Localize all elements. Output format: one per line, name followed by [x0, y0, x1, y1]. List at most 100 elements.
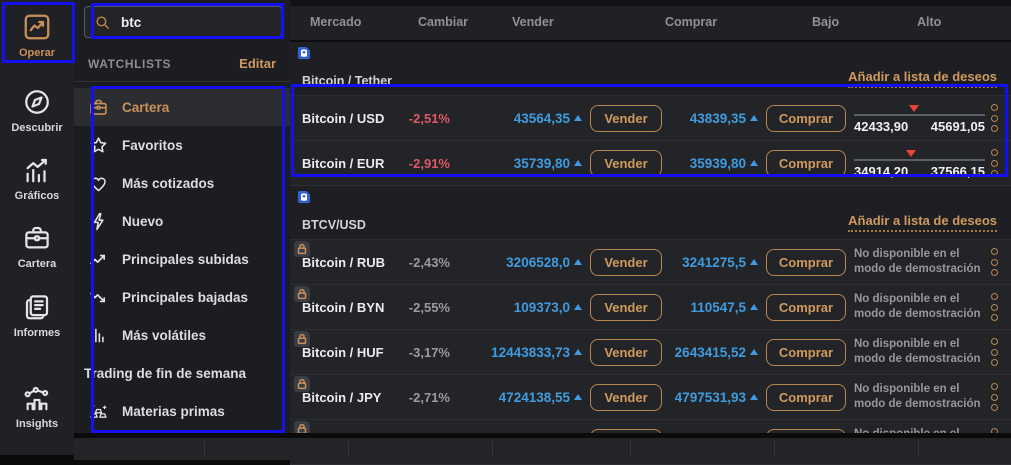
- watchlist-item-mas-volatiles[interactable]: Más volátiles: [74, 316, 290, 354]
- watchlist-item-label: Más volátiles: [122, 327, 207, 343]
- watchlist-item-favoritos[interactable]: Favoritos: [74, 126, 290, 164]
- row-menu-button[interactable]: [985, 148, 1003, 179]
- sidebar-item-graficos[interactable]: Gráficos: [0, 146, 74, 210]
- buy-button[interactable]: Comprar: [766, 293, 846, 321]
- sidebar-item-descubrir[interactable]: Descubrir: [0, 78, 74, 142]
- row-menu-button[interactable]: [985, 382, 1003, 413]
- table-row[interactable]: Bitcoin / USD -2,51% 43564,35 Vender 438…: [290, 96, 1011, 141]
- buy-button[interactable]: Comprar: [766, 149, 846, 177]
- sell-price[interactable]: 109373,0: [513, 299, 570, 315]
- arrow-up-icon: [574, 160, 582, 166]
- arrow-up-icon: [574, 394, 582, 400]
- watchlist-item-principales-subidas[interactable]: Principales subidas: [74, 240, 290, 278]
- change-percent: -2,91%: [408, 155, 450, 171]
- sell-price[interactable]: 12443833,73: [491, 344, 570, 360]
- table-row[interactable]: Bitcoin / EUR -2,91% 35739,80 Vender 359…: [290, 141, 1011, 186]
- search-input[interactable]: [119, 13, 272, 31]
- table-row[interactable]: Bitcoin / RUB -2,43% 3206528,0 Vender 32…: [290, 240, 1011, 285]
- instrument-name[interactable]: Bitcoin / JPY: [302, 389, 382, 405]
- change-percent: -2,55%: [408, 299, 450, 315]
- buy-price[interactable]: 35939,80: [689, 155, 746, 171]
- buy-price[interactable]: 2643415,52: [674, 344, 746, 360]
- sell-price-cell[interactable]: 109373,0: [450, 300, 582, 315]
- watchlist-item-materias-primas[interactable]: Materias primas: [74, 392, 290, 430]
- sell-price[interactable]: 3206528,0: [506, 254, 570, 270]
- watchlists-title: WATCHLISTS: [88, 56, 172, 71]
- sell-button[interactable]: Vender: [590, 149, 662, 177]
- change-percent: -2,43%: [408, 254, 450, 270]
- sell-button[interactable]: Vender: [590, 338, 662, 366]
- buy-price-cell[interactable]: 2643415,52: [662, 345, 758, 360]
- sidebar-item-insights[interactable]: Insights: [0, 374, 74, 438]
- sidebar-item-operar[interactable]: Operar: [0, 3, 74, 67]
- sell-price-cell[interactable]: 35739,80: [450, 156, 582, 171]
- instrument-name[interactable]: Bitcoin / RUB: [302, 254, 386, 270]
- buy-button[interactable]: Comprar: [766, 383, 846, 411]
- instrument-flag-icon: [297, 190, 311, 204]
- sell-button[interactable]: Vender: [590, 248, 662, 276]
- charts-icon: [22, 155, 52, 185]
- table-row[interactable]: Bitcoin / JPY -2,71% 4724138,55 Vender 4…: [290, 375, 1011, 420]
- low-value: 42433,90: [854, 119, 909, 134]
- arrow-up-icon: [750, 160, 758, 166]
- column-header-sell: Vender: [512, 15, 554, 29]
- watchlist-item-mas-cotizados[interactable]: Más cotizados: [74, 164, 290, 202]
- lock-icon: [294, 376, 310, 392]
- instrument-name[interactable]: Bitcoin / USD: [302, 110, 385, 126]
- edit-watchlists-link[interactable]: Editar: [239, 56, 276, 71]
- high-value: 37566,15: [930, 164, 985, 179]
- buy-price-cell[interactable]: 35939,80: [662, 156, 758, 171]
- gold-icon: [88, 401, 109, 422]
- row-menu-button[interactable]: [985, 337, 1003, 368]
- sell-price-cell[interactable]: 3206528,0: [450, 255, 582, 270]
- table-row[interactable]: Bitcoin / HUF -3,17% 12443833,73 Vender …: [290, 330, 1011, 375]
- watchlist-item-nuevo[interactable]: Nuevo: [74, 202, 290, 240]
- buy-price[interactable]: 4797531,93: [674, 389, 746, 405]
- buy-price-cell[interactable]: 3241275,5: [662, 255, 758, 270]
- table-row[interactable]: Bitcoin / BYN -2,55% 109373,0 Vender 110…: [290, 285, 1011, 330]
- buy-price[interactable]: 110547,5: [690, 299, 746, 315]
- instrument-name[interactable]: Bitcoin / EUR: [302, 155, 385, 171]
- add-to-watchlist-link[interactable]: Añadir a lista de deseos: [848, 213, 997, 232]
- sell-button[interactable]: Vender: [590, 383, 662, 411]
- sell-button[interactable]: Vender: [590, 104, 662, 132]
- unavailable-cell: No disponible en el modo de demostración: [854, 382, 985, 412]
- buy-button[interactable]: Comprar: [766, 338, 846, 366]
- sidebar-item-informes[interactable]: Informes: [0, 283, 74, 347]
- watchlist-item-label: Favoritos: [122, 137, 183, 153]
- unavailable-status: No disponible en el modo de demostración: [854, 338, 981, 365]
- column-header-change: Cambiar: [418, 15, 469, 29]
- row-menu-button[interactable]: [985, 292, 1003, 323]
- instrument-name[interactable]: Bitcoin / HUF: [302, 344, 384, 360]
- sidebar-item-cartera[interactable]: Cartera: [0, 214, 74, 278]
- sell-price[interactable]: 43564,35: [513, 110, 570, 126]
- add-to-watchlist-link[interactable]: Añadir a lista de deseos: [848, 69, 997, 88]
- sell-price[interactable]: 35739,80: [513, 155, 570, 171]
- buy-price-cell[interactable]: 43839,35: [662, 111, 758, 126]
- watchlist-item-principales-bajadas[interactable]: Principales bajadas: [74, 278, 290, 316]
- instrument-name[interactable]: Bitcoin / BYN: [302, 299, 385, 315]
- watchlist-item-trading-de-fin-de-semana[interactable]: Trading de fin de semana: [74, 354, 290, 392]
- sell-price-cell[interactable]: 43564,35: [450, 111, 582, 126]
- search-box[interactable]: [84, 6, 282, 38]
- watchlist-item-label: Principales subidas: [122, 251, 249, 267]
- arrow-up-icon: [750, 115, 758, 121]
- sell-price-cell[interactable]: 4724138,55: [450, 390, 582, 405]
- buy-price[interactable]: 3241275,5: [682, 254, 746, 270]
- sell-price[interactable]: 4724138,55: [498, 389, 570, 405]
- bars-icon: [88, 325, 109, 346]
- range-marker-icon: [909, 105, 920, 112]
- buy-button[interactable]: Comprar: [766, 104, 846, 132]
- watchlist-item-cartera[interactable]: Cartera: [74, 88, 290, 126]
- buy-button[interactable]: Comprar: [766, 248, 846, 276]
- buy-price[interactable]: 43839,35: [689, 110, 746, 126]
- row-menu-button[interactable]: [985, 247, 1003, 278]
- sell-button[interactable]: Vender: [590, 293, 662, 321]
- buy-price-cell[interactable]: 110547,5: [662, 300, 758, 315]
- range-marker-icon: [906, 150, 917, 157]
- row-menu-button[interactable]: [985, 103, 1003, 134]
- bottom-strip: [74, 433, 1011, 460]
- unavailable-status: No disponible en el modo de demostración: [854, 248, 981, 275]
- buy-price-cell[interactable]: 4797531,93: [662, 390, 758, 405]
- sell-price-cell[interactable]: 12443833,73: [450, 345, 582, 360]
